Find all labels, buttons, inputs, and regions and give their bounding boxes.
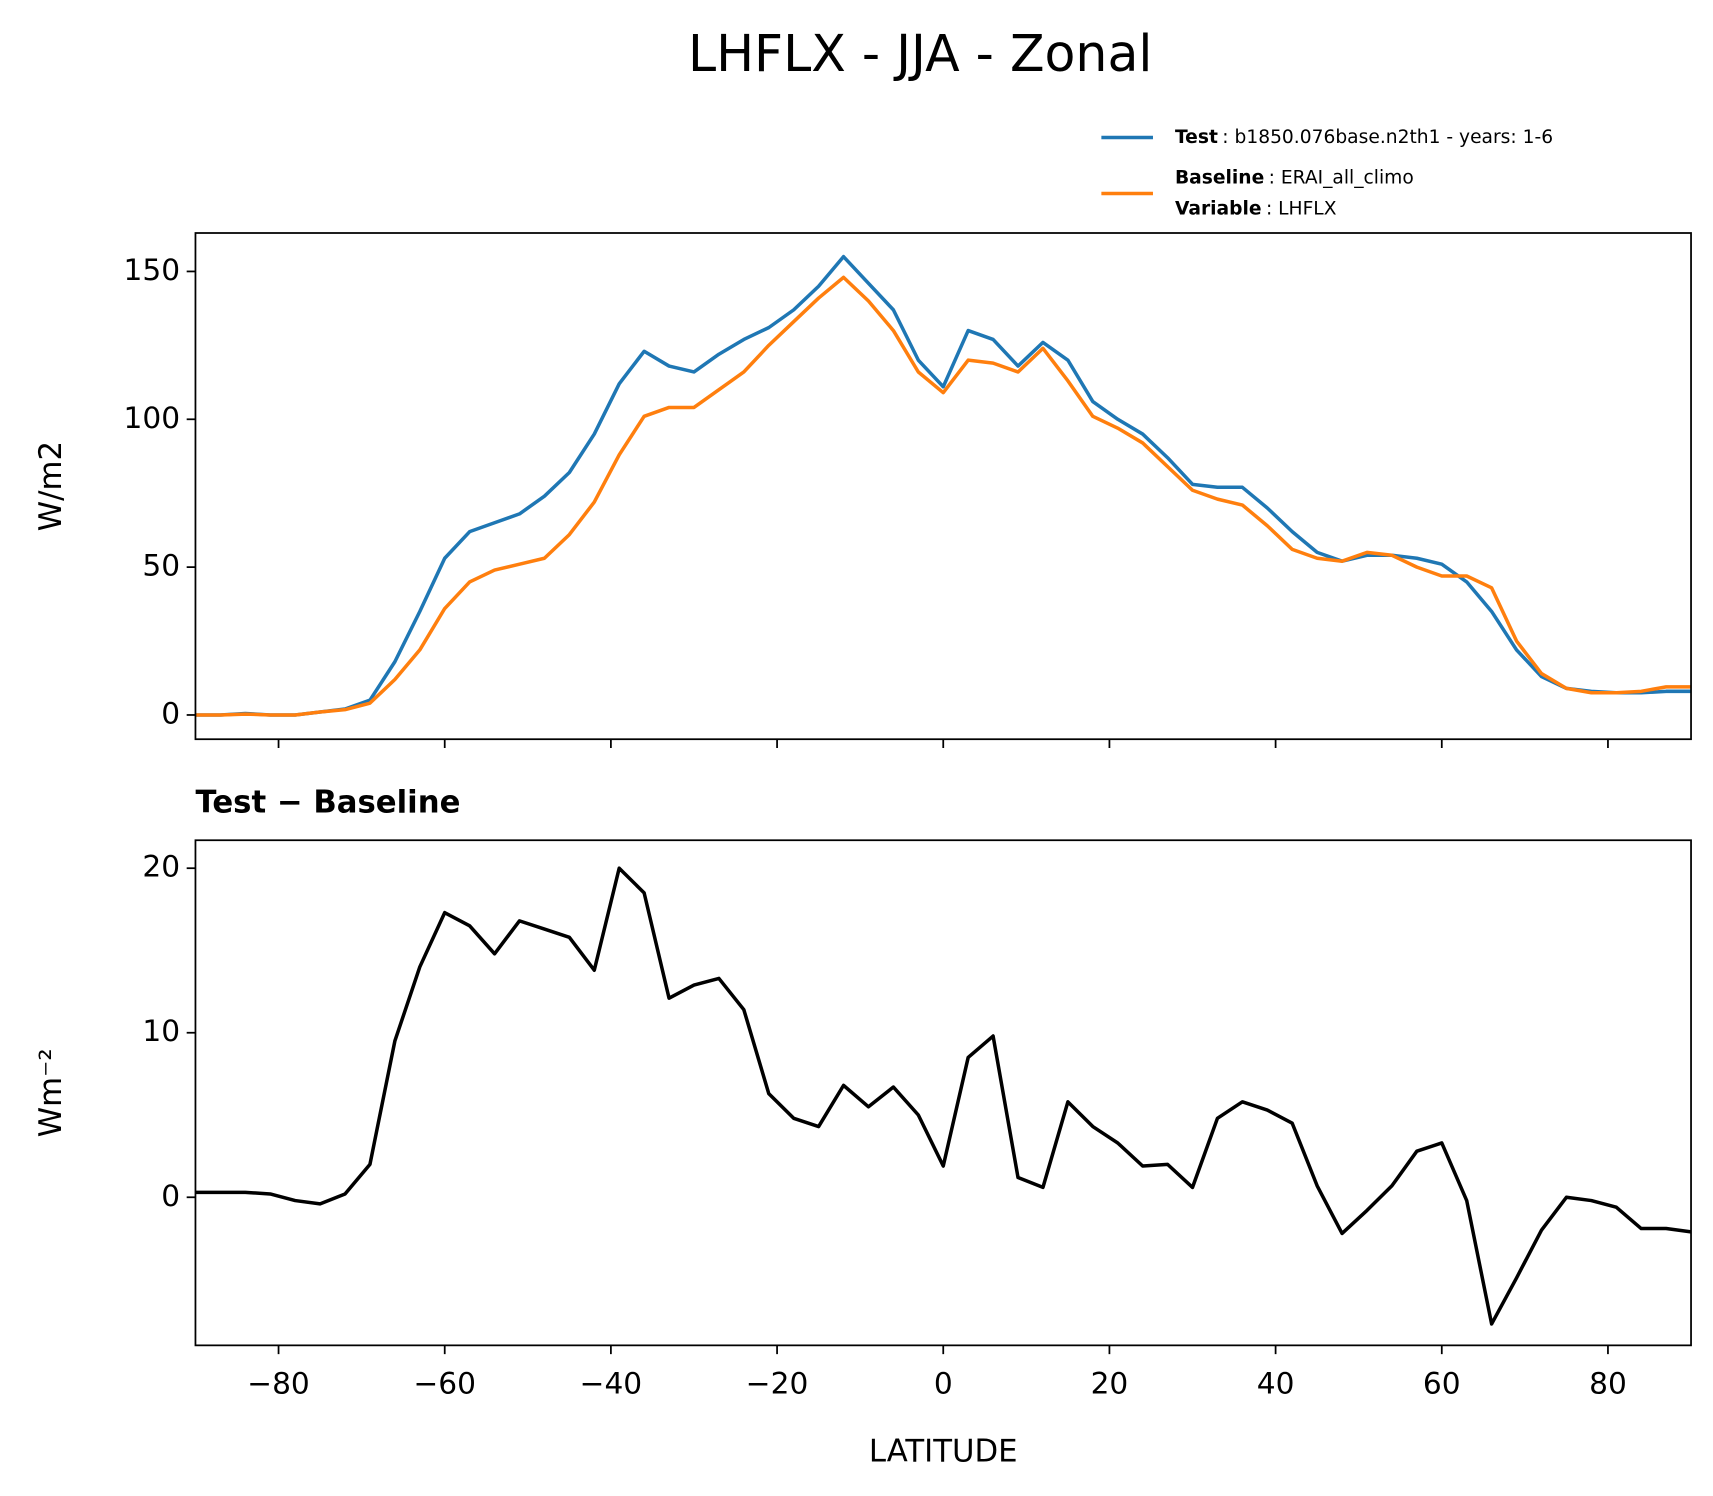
y-axis-label: Wm⁻² (33, 1048, 69, 1137)
y-tick-label: 100 (124, 400, 181, 435)
data-line (195, 866, 1692, 1326)
x-tick-label: −20 (746, 1365, 809, 1400)
data-line (195, 254, 1692, 717)
legend-detail: : ERAI_all_climo (1269, 168, 1414, 189)
y-axis-label: W/m2 (33, 441, 69, 531)
y-tick-label: 10 (142, 1013, 180, 1048)
x-tick-label: 40 (1257, 1365, 1295, 1400)
y-tick-label: 50 (142, 548, 180, 583)
panel-title: Test − Baseline (195, 785, 460, 821)
figure-title: LHFLX - JJA - Zonal (688, 24, 1152, 83)
y-tick-label: 0 (161, 1178, 180, 1213)
x-tick-label: 20 (1091, 1365, 1129, 1400)
plot-area (195, 866, 1692, 1326)
data-line (195, 275, 1692, 717)
legend-detail: : LHFLX (1266, 198, 1337, 219)
legend-name: Test (1175, 127, 1218, 148)
x-tick-label: −80 (247, 1365, 310, 1400)
y-tick-label: 0 (161, 695, 180, 730)
legend-name: Baseline (1175, 168, 1264, 189)
x-tick-label: −40 (580, 1365, 643, 1400)
x-tick-label: 60 (1423, 1365, 1461, 1400)
y-tick-label: 20 (142, 849, 180, 884)
x-tick-label: 80 (1589, 1365, 1627, 1400)
x-tick-label: 0 (934, 1365, 953, 1400)
plot-area (195, 254, 1692, 717)
y-tick-label: 150 (124, 252, 181, 287)
axes-frame (194, 232, 1692, 741)
x-tick-label: −60 (413, 1365, 476, 1400)
legend-name: Variable (1175, 198, 1262, 219)
x-axis-label: LATITUDE (869, 1433, 1018, 1469)
legend-detail: : b1850.076base.n2th1 - years: 1-6 (1222, 127, 1553, 148)
axes-frame (194, 839, 1692, 1347)
